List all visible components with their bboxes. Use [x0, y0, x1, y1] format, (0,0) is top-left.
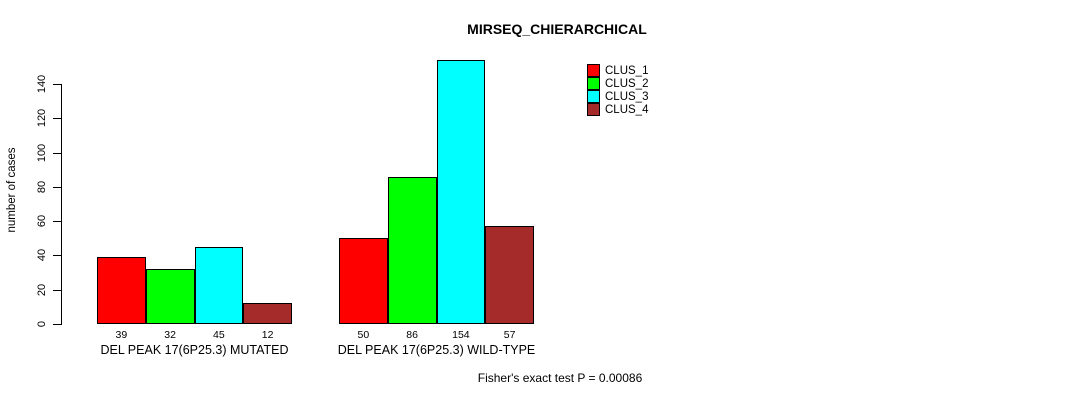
- bar-value-label: 12: [261, 329, 274, 341]
- fisher-test-annotation: Fisher's exact test P = 0.00086: [477, 371, 643, 385]
- legend-item-clus_2: CLUS_2: [587, 77, 648, 90]
- legend-swatch-clus_1: [587, 64, 600, 77]
- bar-value-label: 154: [452, 329, 470, 341]
- y-tick-label: 140: [36, 74, 48, 94]
- legend-label: CLUS_1: [605, 64, 649, 77]
- y-tick-label: 80: [36, 180, 48, 193]
- legend-label: CLUS_4: [605, 103, 649, 116]
- x-category-label-wildtype: DEL PEAK 17(6P25.3) WILD-TYPE: [337, 343, 536, 357]
- bar-value-label: 86: [406, 329, 418, 341]
- y-axis-label: number of cases: [6, 147, 18, 233]
- y-axis-line: [61, 83, 62, 324]
- legend-item-clus_3: CLUS_3: [587, 90, 648, 103]
- y-tick-label: 0: [36, 320, 48, 328]
- bar-clus_4-group1: [243, 303, 292, 324]
- y-tick: [53, 118, 62, 120]
- chart-title: MIRSEQ_CHIERARCHICAL: [467, 21, 647, 37]
- legend-label: CLUS_2: [605, 77, 649, 90]
- y-tick-label: 40: [36, 249, 48, 262]
- legend-item-clus_1: CLUS_1: [587, 64, 648, 77]
- legend-item-clus_4: CLUS_4: [587, 103, 648, 116]
- legend-swatch-clus_2: [587, 77, 600, 90]
- y-tick-label: 100: [36, 143, 48, 162]
- y-tick: [53, 221, 62, 223]
- bar-clus_3-group2: [436, 59, 486, 324]
- y-tick: [53, 255, 62, 257]
- y-tick: [53, 186, 62, 188]
- bar-value-label: 39: [115, 329, 128, 341]
- legend-swatch-clus_4: [587, 103, 600, 116]
- x-category-label-mutated: DEL PEAK 17(6P25.3) MUTATED: [100, 343, 289, 357]
- y-tick: [53, 152, 62, 154]
- bar-value-label: 50: [357, 329, 370, 341]
- bar-clus_4-group2: [485, 226, 534, 324]
- bar-clus_2-group1: [145, 269, 195, 324]
- bar-clus_3-group1: [194, 246, 244, 324]
- y-tick: [53, 289, 62, 291]
- y-tick: [53, 324, 62, 325]
- y-tick-label: 60: [36, 214, 48, 228]
- bar-value-label: 32: [164, 329, 176, 341]
- y-tick-label: 20: [36, 283, 48, 296]
- bar-value-label: 45: [213, 329, 225, 341]
- legend-swatch-clus_3: [587, 90, 600, 103]
- bar-clus_2-group2: [387, 176, 437, 324]
- legend-label: CLUS_3: [605, 90, 649, 103]
- bar-clus_1-group2: [339, 238, 388, 324]
- y-tick-label: 120: [36, 109, 48, 128]
- bar-value-label: 57: [503, 329, 516, 341]
- bar-clus_1-group1: [97, 257, 146, 324]
- y-tick: [53, 83, 62, 85]
